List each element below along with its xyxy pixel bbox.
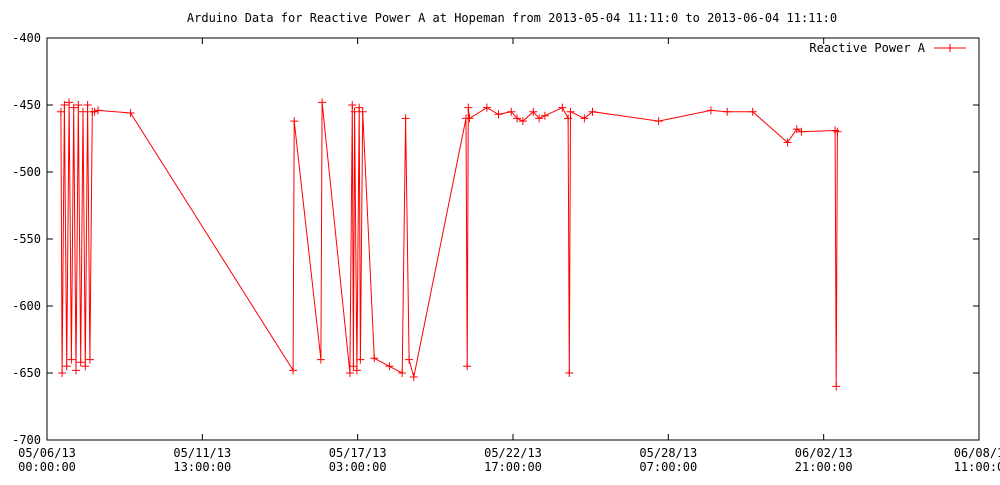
- x-tick-label-date: 05/11/13: [173, 446, 231, 460]
- chart-title: Arduino Data for Reactive Power A at Hop…: [187, 11, 837, 25]
- x-tick-label-time: 21:00:00: [795, 460, 853, 474]
- x-tick-label-date: 05/28/13: [639, 446, 697, 460]
- x-tick-label-date: 05/22/13: [484, 446, 542, 460]
- y-tick-label: -650: [12, 366, 41, 380]
- data-point-marker: [58, 369, 67, 377]
- data-point-marker: [356, 355, 365, 364]
- data-point-marker: [78, 107, 87, 116]
- data-point-marker: [518, 117, 527, 126]
- data-point-marker: [494, 110, 503, 119]
- data-point-marker: [580, 114, 589, 123]
- data-point-marker: [654, 117, 663, 126]
- legend: Reactive Power A: [809, 41, 966, 55]
- x-tick-label-time: 11:00:0: [954, 460, 1000, 474]
- data-point-marker: [72, 366, 81, 375]
- data-point-marker: [289, 366, 298, 375]
- x-tick-label-date: 05/06/13: [18, 446, 76, 460]
- data-point-marker: [529, 107, 538, 116]
- y-tick-label: -550: [12, 232, 41, 246]
- x-tick-label-time: 03:00:00: [329, 460, 387, 474]
- data-point-marker: [56, 107, 65, 116]
- y-tick-label: -450: [12, 98, 41, 112]
- x-tick-label-date: 06/02/13: [795, 446, 853, 460]
- data-point-marker: [783, 138, 792, 147]
- data-point-marker: [833, 127, 842, 136]
- data-point-marker: [832, 382, 841, 391]
- data-point-marker: [350, 107, 359, 116]
- data-point-marker: [370, 354, 379, 363]
- plot-area-frame: [46, 37, 980, 441]
- data-point-marker: [76, 358, 85, 367]
- y-tick-label: -600: [12, 299, 41, 313]
- data-point-marker: [94, 106, 103, 115]
- data-point-marker: [65, 98, 74, 107]
- data-point-marker: [358, 107, 367, 116]
- data-point-marker: [797, 127, 806, 136]
- data-point-marker: [409, 373, 418, 382]
- x-tick-label-time: 07:00:00: [639, 460, 697, 474]
- data-point-marker: [85, 355, 94, 364]
- data-point-marker: [352, 366, 361, 375]
- y-tick-label: -400: [12, 31, 41, 45]
- x-tick-label-time: 00:00:00: [18, 460, 76, 474]
- data-point-marker: [74, 101, 83, 109]
- data-point-marker: [513, 114, 522, 123]
- data-point-marker: [565, 369, 574, 377]
- data-point-marker: [564, 114, 573, 123]
- data-point-marker: [318, 98, 327, 107]
- data-point-marker: [81, 362, 90, 371]
- data-point-marker: [540, 111, 549, 120]
- data-point-marker: [401, 114, 410, 123]
- data-point-marker: [355, 103, 364, 112]
- data-point-marker: [385, 362, 394, 371]
- data-point-marker: [507, 107, 516, 116]
- data-point-marker: [566, 107, 575, 116]
- data-point-marker: [792, 125, 801, 134]
- data-point-marker: [69, 103, 78, 112]
- data-point-marker: [290, 117, 299, 126]
- x-tick-label-date: 05/17/13: [329, 446, 387, 460]
- y-tick-label: -700: [12, 433, 41, 447]
- data-point-marker: [405, 355, 414, 364]
- data-point-marker: [62, 362, 71, 371]
- series-layer: [56, 98, 842, 391]
- data-point-marker: [316, 355, 325, 364]
- legend-swatch-marker: [946, 44, 954, 52]
- data-point-marker: [482, 103, 491, 112]
- data-point-marker: [465, 114, 474, 123]
- data-point-marker: [349, 362, 358, 371]
- x-tick-label-time: 17:00:00: [484, 460, 542, 474]
- y-axis: -400 -450 -500 -550 -600 -650 -700: [12, 31, 979, 447]
- data-point-marker: [348, 101, 357, 109]
- series-line-reactive-power-a: [60, 102, 838, 387]
- data-point-marker: [345, 369, 354, 377]
- data-point-marker: [723, 107, 732, 116]
- data-point-marker: [83, 101, 92, 109]
- y-tick-label: -500: [12, 165, 41, 179]
- data-point-marker: [67, 355, 76, 364]
- data-point-marker: [588, 107, 597, 116]
- data-point-marker: [748, 107, 757, 116]
- x-tick-label-time: 13:00:00: [173, 460, 231, 474]
- data-point-marker: [463, 362, 472, 371]
- data-point-marker: [60, 101, 69, 109]
- data-point-marker: [90, 107, 99, 116]
- data-point-marker: [535, 114, 544, 123]
- x-tick-label-date: 06/08/1: [954, 446, 1000, 460]
- data-point-marker: [706, 106, 715, 115]
- data-point-marker: [464, 103, 473, 112]
- data-point-marker: [558, 103, 567, 112]
- data-point-marker: [398, 369, 407, 377]
- data-point-marker: [126, 109, 135, 118]
- legend-label-reactive-power-a: Reactive Power A: [809, 41, 925, 55]
